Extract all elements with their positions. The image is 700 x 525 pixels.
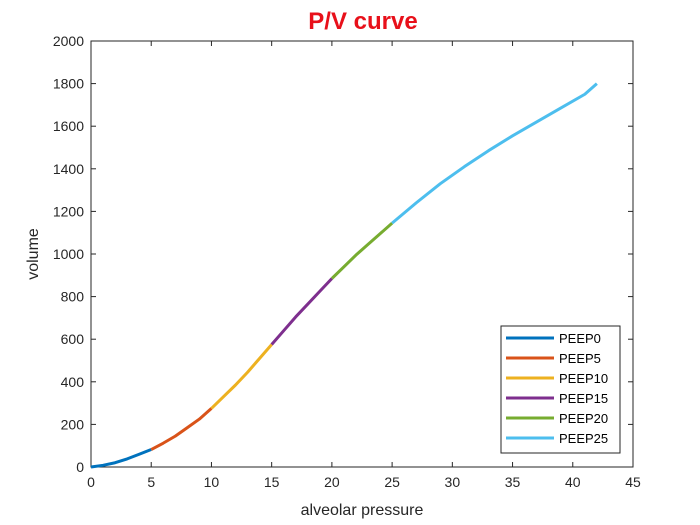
- legend-label-peep25: PEEP25: [559, 431, 608, 446]
- chart-title: P/V curve: [308, 8, 417, 35]
- x-tick-label: 5: [147, 474, 155, 490]
- y-tick-label: 1200: [53, 203, 84, 219]
- x-tick-label: 40: [565, 474, 581, 490]
- y-tick-label: 2000: [53, 33, 84, 49]
- y-tick-label: 800: [61, 289, 85, 305]
- legend-label-peep0: PEEP0: [559, 331, 601, 346]
- x-tick-label: 0: [87, 474, 95, 490]
- y-tick-label: 200: [61, 416, 85, 432]
- y-tick-label: 600: [61, 331, 85, 347]
- legend-box: [500, 325, 621, 454]
- legend-label-peep5: PEEP5: [559, 351, 601, 366]
- series-line-peep15: [270, 277, 333, 346]
- x-tick-label: 10: [204, 474, 220, 490]
- y-tick-label: 400: [61, 374, 85, 390]
- x-axis-ticks: 0 5 10 15 20 25 30 35 40 45: [87, 41, 641, 490]
- y-tick-label: 1400: [53, 161, 84, 177]
- series-line-peep5: [150, 407, 213, 451]
- x-tick-label: 25: [384, 474, 400, 490]
- y-tick-label: 1800: [53, 76, 84, 92]
- x-tick-label: 45: [625, 474, 641, 490]
- y-tick-label: 1600: [53, 118, 84, 134]
- x-tick-label: 35: [505, 474, 521, 490]
- series-line-peep0: [90, 448, 152, 469]
- legend: PEEP0 PEEP5 PEEP10 PEEP15 PEEP20 PEEP25: [500, 325, 621, 454]
- x-tick-label: 30: [445, 474, 461, 490]
- x-tick-label: 15: [264, 474, 280, 490]
- legend-label-peep10: PEEP10: [559, 371, 608, 386]
- series-lines: [90, 82, 598, 469]
- series-line-peep25: [391, 82, 598, 225]
- y-tick-label: 1000: [53, 246, 84, 262]
- y-axis-ticks: 0 200 400 600 800 1000 1200 1400 1600 1800 2000: [53, 33, 633, 475]
- y-tick-label: 0: [76, 459, 84, 475]
- x-axis-label: alveolar pressure: [301, 502, 424, 519]
- series-line-peep10: [210, 343, 273, 410]
- legend-label-peep20: PEEP20: [559, 411, 608, 426]
- y-axis-label: volume: [25, 228, 42, 280]
- legend-label-peep15: PEEP15: [559, 391, 608, 406]
- x-tick-label: 20: [324, 474, 340, 490]
- series-line-peep20: [330, 221, 394, 280]
